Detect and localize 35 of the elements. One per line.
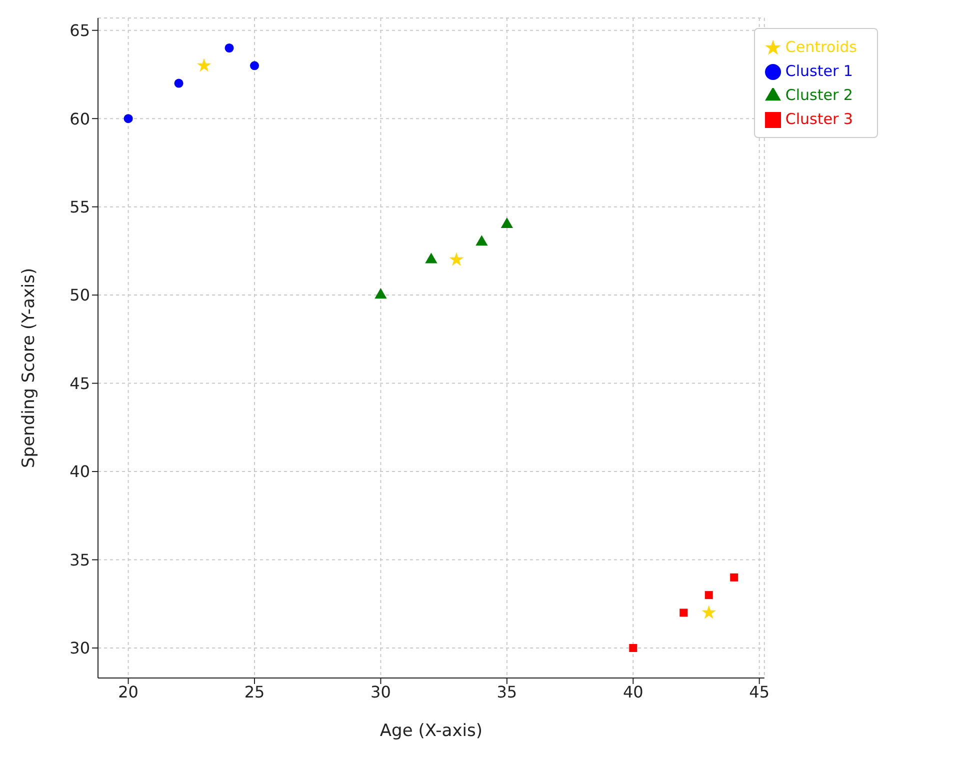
point bbox=[629, 644, 638, 652]
point bbox=[476, 235, 488, 246]
x-tick-label: 35 bbox=[496, 682, 518, 702]
y-tick-label: 55 bbox=[70, 198, 90, 217]
y-tick-label: 60 bbox=[70, 109, 90, 128]
y-tick-label: 35 bbox=[70, 550, 90, 570]
y-tick-label: 30 bbox=[70, 638, 90, 658]
y-tick-label: 65 bbox=[70, 21, 90, 40]
point bbox=[680, 608, 688, 617]
point bbox=[174, 78, 184, 88]
x-tick-label: 45 bbox=[749, 682, 770, 702]
y-tick-label: 50 bbox=[70, 286, 90, 305]
y-tick-label: 40 bbox=[70, 462, 90, 482]
x-axis-title: Age (X-axis) bbox=[380, 721, 482, 741]
legend-label: Cluster 1 bbox=[785, 62, 853, 80]
point bbox=[124, 114, 133, 124]
point bbox=[250, 61, 260, 70]
point bbox=[374, 288, 387, 299]
point bbox=[224, 43, 234, 53]
point bbox=[425, 252, 438, 264]
x-tick-label: 20 bbox=[118, 682, 138, 702]
point bbox=[730, 573, 738, 582]
legend-label: Cluster 3 bbox=[785, 110, 853, 128]
x-tick-label: 30 bbox=[370, 682, 391, 702]
legend-label: Centroids bbox=[785, 38, 857, 56]
point bbox=[449, 252, 464, 266]
x-tick-label: 40 bbox=[622, 682, 644, 702]
point bbox=[704, 591, 713, 600]
point bbox=[702, 605, 716, 619]
x-tick-label: 25 bbox=[244, 682, 265, 702]
point bbox=[196, 58, 212, 72]
legend-label: Cluster 2 bbox=[785, 86, 853, 104]
y-tick-label: 45 bbox=[70, 374, 90, 393]
y-axis-title: Spending Score (Y-axis) bbox=[19, 268, 40, 468]
point bbox=[500, 217, 513, 228]
